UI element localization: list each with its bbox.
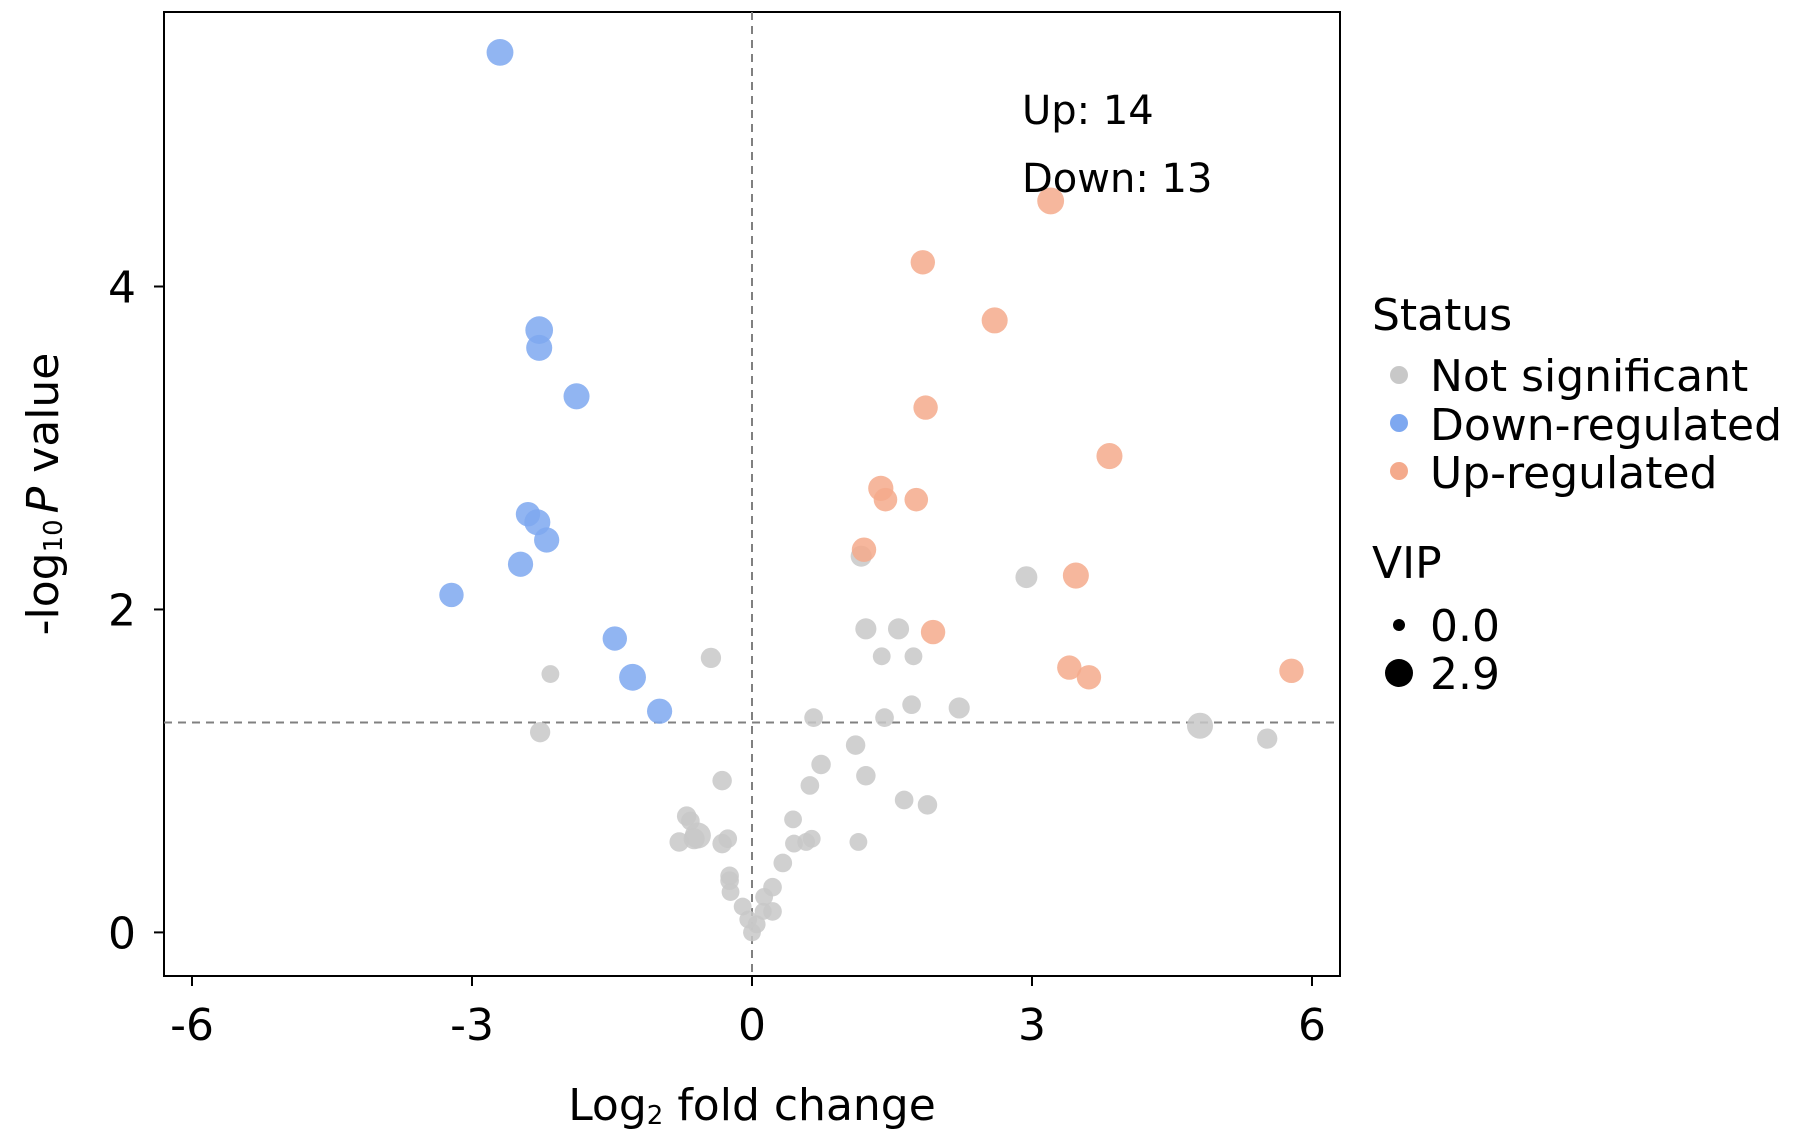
x-tick-label: 6 bbox=[1298, 1000, 1326, 1051]
data-point-up-regulated bbox=[920, 619, 946, 645]
data-point-not-significant bbox=[856, 766, 876, 786]
data-point-not-significant bbox=[529, 722, 551, 743]
data-point-up-regulated bbox=[1076, 665, 1102, 690]
data-point-not-significant bbox=[855, 618, 877, 640]
data-point-not-significant bbox=[804, 708, 823, 727]
data-point-up-regulated bbox=[913, 395, 938, 420]
x-axis-ticks: -6 -3 0 3 6 bbox=[170, 976, 1326, 1051]
data-point-up-regulated bbox=[1279, 658, 1304, 684]
data-point-up-regulated bbox=[1057, 655, 1082, 680]
legend-not-significant-marker bbox=[1390, 366, 1408, 384]
data-point-up-regulated bbox=[1062, 562, 1089, 589]
data-point-not-significant bbox=[700, 647, 722, 669]
data-point-not-significant bbox=[784, 810, 802, 829]
data-point-down-regulated bbox=[507, 551, 534, 577]
legend-vip-title: VIP bbox=[1372, 538, 1442, 589]
data-point-not-significant bbox=[845, 735, 866, 755]
data-point-not-significant bbox=[811, 754, 831, 775]
data-point-not-significant bbox=[917, 795, 938, 815]
data-point-not-significant bbox=[894, 790, 914, 810]
data-point-not-significant bbox=[773, 853, 793, 873]
data-point-up-regulated bbox=[910, 250, 935, 275]
data-point-not-significant bbox=[712, 770, 732, 791]
legend-vip-large-label: 2.9 bbox=[1430, 649, 1500, 700]
data-point-not-significant bbox=[754, 902, 772, 920]
legend-vip-large-marker bbox=[1385, 659, 1413, 687]
data-point-down-regulated bbox=[619, 663, 646, 691]
data-point-not-significant bbox=[1257, 728, 1278, 749]
data-point-not-significant bbox=[785, 834, 803, 853]
data-point-not-significant bbox=[541, 665, 560, 683]
annotation-down-count: Down: 13 bbox=[1022, 156, 1212, 202]
data-point-not-significant bbox=[887, 618, 910, 640]
y-tick-label: 0 bbox=[108, 908, 136, 959]
legend: Status Not significant Down-regulated Up… bbox=[1372, 290, 1782, 700]
legend-down-regulated-marker bbox=[1390, 414, 1408, 432]
data-point-up-regulated bbox=[873, 487, 898, 512]
data-point-not-significant bbox=[721, 883, 740, 901]
data-point-down-regulated bbox=[486, 38, 514, 66]
legend-up-regulated-label: Up-regulated bbox=[1430, 448, 1717, 499]
y-tick-label: 4 bbox=[108, 263, 136, 314]
data-point-not-significant bbox=[872, 647, 891, 666]
x-axis-title: Log2 fold change bbox=[568, 1080, 936, 1131]
legend-vip-small-marker bbox=[1393, 619, 1405, 631]
data-point-down-regulated bbox=[534, 527, 560, 553]
data-point-up-regulated bbox=[904, 487, 929, 512]
x-tick-label: -3 bbox=[450, 1000, 494, 1051]
data-point-not-significant bbox=[1015, 566, 1038, 589]
data-point-up-regulated bbox=[851, 537, 877, 562]
legend-down-regulated-label: Down-regulated bbox=[1430, 400, 1782, 451]
y-axis-title: -log10P value bbox=[18, 353, 69, 636]
data-point-down-regulated bbox=[646, 698, 673, 724]
y-axis-ticks: 0 2 4 bbox=[108, 263, 164, 959]
threshold-lines bbox=[164, 12, 1340, 976]
legend-status-title: Status bbox=[1372, 290, 1512, 341]
legend-vip-small-label: 0.0 bbox=[1430, 601, 1500, 652]
data-point-not-significant bbox=[743, 923, 761, 942]
data-point-not-significant bbox=[904, 647, 923, 666]
data-point-not-significant bbox=[849, 833, 868, 851]
data-point-not-significant bbox=[669, 832, 689, 852]
x-tick-label: -6 bbox=[170, 1000, 214, 1051]
annotation-up-count: Up: 14 bbox=[1022, 88, 1154, 134]
points-layer bbox=[439, 38, 1304, 942]
data-point-not-significant bbox=[683, 828, 705, 850]
data-point-not-significant bbox=[1186, 712, 1214, 739]
data-point-up-regulated bbox=[1037, 187, 1065, 215]
data-point-not-significant bbox=[755, 887, 774, 906]
data-point-not-significant bbox=[948, 697, 970, 719]
data-point-not-significant bbox=[902, 695, 921, 715]
data-point-up-regulated bbox=[981, 307, 1008, 334]
data-point-not-significant bbox=[875, 708, 894, 727]
y-tick-label: 2 bbox=[108, 585, 136, 636]
x-tick-label: 3 bbox=[1018, 1000, 1046, 1051]
data-point-down-regulated bbox=[563, 383, 590, 410]
x-tick-label: 0 bbox=[738, 1000, 766, 1051]
data-point-down-regulated bbox=[439, 582, 464, 608]
legend-not-significant-label: Not significant bbox=[1430, 351, 1748, 402]
data-point-up-regulated bbox=[1096, 443, 1123, 470]
data-point-down-regulated bbox=[602, 626, 627, 651]
data-point-down-regulated bbox=[526, 334, 553, 361]
data-point-not-significant bbox=[800, 776, 820, 795]
data-point-not-significant bbox=[712, 833, 732, 854]
legend-up-regulated-marker bbox=[1390, 462, 1408, 480]
